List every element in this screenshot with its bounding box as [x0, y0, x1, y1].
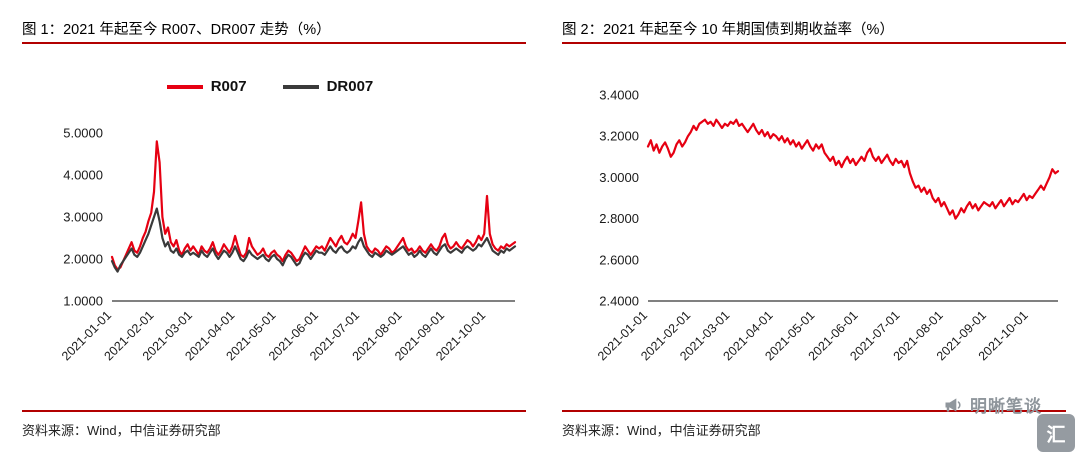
svg-text:3.4000: 3.4000: [599, 88, 639, 103]
megaphone-icon: [945, 397, 961, 412]
figure-1-source: 资料来源：Wind，中信证券研究部: [22, 423, 221, 438]
figure-1-title: 图 1：2021 年起至今 R007、DR007 走势（%）: [22, 22, 331, 38]
figure-1-source-rule: [22, 410, 526, 412]
svg-text:3.2000: 3.2000: [599, 129, 639, 144]
svg-text:1.0000: 1.0000: [63, 294, 103, 309]
figure-1-title-rule: [22, 42, 526, 44]
watermark-text: 明晰笔谈: [970, 397, 1042, 416]
figure-1-legend: R007 DR007: [12, 78, 528, 95]
figure-2-source-rule: [562, 410, 1066, 412]
gelonghui-logo: 汇: [1037, 414, 1075, 452]
svg-text:2.0000: 2.0000: [63, 252, 103, 267]
legend-item-dr007: DR007: [282, 78, 374, 95]
svg-text:4.0000: 4.0000: [63, 168, 103, 183]
figure-1-panel: 图 1：2021 年起至今 R007、DR007 走势（%） R007 DR00…: [12, 0, 528, 457]
figure-2-source: 资料来源：Wind，中信证券研究部: [562, 423, 761, 438]
figure-2-plot: 2.40002.60002.80003.00003.20003.40002021…: [595, 88, 1060, 363]
figure-2-panel: 图 2：2021 年起至今 10 年期国债到期收益率（%） 2.4000 2.60…: [552, 0, 1068, 457]
watermark: 明晰笔谈: [943, 392, 1042, 417]
gelonghui-logo-glyph: 汇: [1046, 424, 1066, 446]
legend-label-dr007: DR007: [326, 78, 374, 95]
svg-text:3.0000: 3.0000: [599, 170, 639, 185]
figure-2-title-rule: [562, 42, 1066, 44]
r007-line-swatch: [166, 84, 203, 89]
legend-item-r007: R007: [166, 78, 247, 95]
svg-text:2.4000: 2.4000: [599, 294, 639, 309]
svg-text:3.0000: 3.0000: [63, 210, 103, 225]
svg-text:2.8000: 2.8000: [599, 211, 639, 226]
dr007-line-swatch: [282, 84, 319, 89]
legend-label-r007: R007: [210, 78, 247, 95]
figure-2-title: 图 2：2021 年起至今 10 年期国债到期收益率（%）: [562, 22, 894, 38]
svg-text:2.6000: 2.6000: [599, 252, 639, 267]
svg-text:5.0000: 5.0000: [63, 126, 103, 141]
figure-1-plot: 1.00002.00003.00004.00005.00002021-01-01…: [59, 126, 517, 363]
